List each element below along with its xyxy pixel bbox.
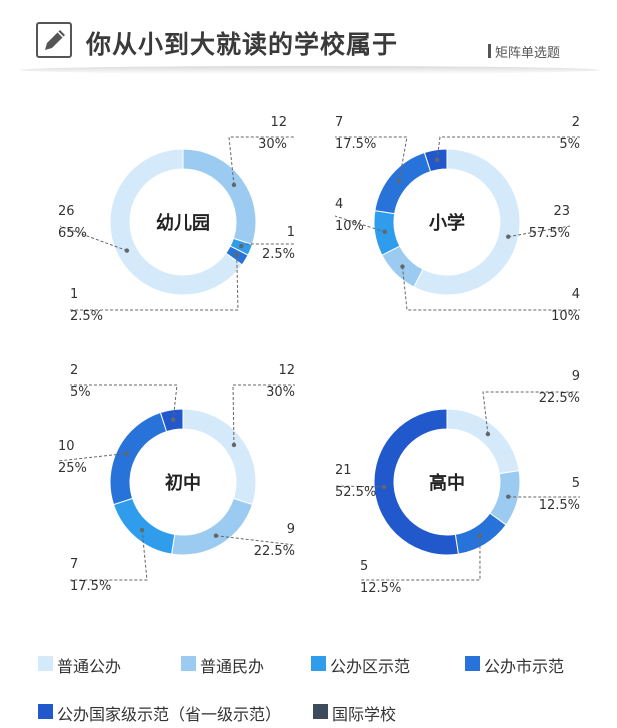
legend-swatch <box>38 656 53 671</box>
legend-swatch <box>465 656 480 671</box>
legend-label: 公办区示范 <box>330 657 411 676</box>
donut-segment <box>413 148 521 296</box>
count-label: 9 <box>287 522 295 537</box>
leader-line <box>228 136 295 186</box>
leader-line <box>70 254 239 311</box>
legend-swatch <box>38 704 53 719</box>
count-label: 4 <box>335 197 343 212</box>
leader-line <box>215 535 296 546</box>
header: 你从小到大就读的学校属于 矩阵单选题 <box>0 0 617 78</box>
legend-swatch <box>181 656 196 671</box>
leader-line <box>334 215 385 233</box>
count-label: 1 <box>287 225 295 240</box>
donut-segment <box>454 512 507 555</box>
donut-segment <box>446 408 520 475</box>
legend-label: 普通民办 <box>200 657 265 676</box>
percent-label: 12.5% <box>539 498 580 513</box>
count-label: 7 <box>335 115 343 130</box>
donut-segment <box>373 210 401 256</box>
percent-label: 52.5% <box>335 485 376 500</box>
count-label: 10 <box>58 439 75 454</box>
chart-title: 小学 <box>429 212 465 234</box>
header-divider <box>20 66 600 74</box>
leader-line <box>57 452 127 462</box>
count-label: 12 <box>270 115 287 130</box>
percent-label: 10% <box>551 309 580 324</box>
percent-label: 22.5% <box>539 391 580 406</box>
percent-label: 12.5% <box>360 581 401 596</box>
count-label: 26 <box>58 204 75 219</box>
leader-dot <box>506 494 511 499</box>
leader-dot <box>434 157 440 162</box>
percent-label: 30% <box>258 137 287 152</box>
count-label: 7 <box>70 557 78 572</box>
count-label: 23 <box>553 204 570 219</box>
page-title: 你从小到大就读的学校属于 <box>86 30 399 59</box>
legend-label: 公办国家级示范（省一级示范） <box>57 705 282 724</box>
legend-swatch <box>313 704 328 719</box>
leader-line <box>70 384 178 420</box>
count-label: 4 <box>572 287 580 302</box>
chart-title: 幼儿园 <box>156 212 210 234</box>
leader-line <box>436 136 580 160</box>
leader-line <box>334 485 385 488</box>
leader-line <box>59 225 128 252</box>
chart-title: 初中 <box>165 472 201 494</box>
legend-label: 公办市示范 <box>484 657 565 676</box>
donut-chart: 幼儿园 12 30% 1 2.5% 1 2.5% 26 65% <box>58 115 295 324</box>
count-label: 2 <box>572 115 580 130</box>
donut-segment <box>374 151 432 215</box>
percent-label: 10% <box>335 219 364 234</box>
donut-segment <box>109 411 168 506</box>
chart-title: 高中 <box>429 472 465 494</box>
donut-chart: 小学 23 57.5% 4 10% 4 10% 7 17.5% 2 5% <box>334 115 580 324</box>
leader-line <box>232 384 295 445</box>
percent-label: 30% <box>266 385 295 400</box>
percent-label: 5% <box>559 137 580 152</box>
donut-segment <box>109 148 243 296</box>
percent-label: 2.5% <box>70 309 103 324</box>
percent-label: 25% <box>58 461 87 476</box>
question-type-tag: 矩阵单选题 <box>495 46 561 61</box>
legend-swatch <box>311 656 326 671</box>
count-label: 21 <box>335 463 352 478</box>
leader-dot <box>124 451 130 456</box>
percent-label: 65% <box>58 226 87 241</box>
percent-label: 5% <box>70 385 91 400</box>
legend-label: 普通公办 <box>57 657 122 676</box>
count-label: 1 <box>70 287 78 302</box>
count-label: 5 <box>572 476 580 491</box>
leader-dot <box>506 234 511 239</box>
edit-icon <box>36 22 72 58</box>
percent-label: 17.5% <box>70 579 111 594</box>
leader-line <box>508 225 571 238</box>
count-label: 2 <box>70 363 78 378</box>
donut-segment <box>171 497 254 556</box>
count-label: 5 <box>360 559 368 574</box>
leader-line <box>70 529 148 581</box>
percent-label: 17.5% <box>335 137 376 152</box>
percent-label: 2.5% <box>262 247 295 262</box>
tag-marker <box>488 44 491 58</box>
donut-chart: 高中 9 22.5% 5 12.5% 5 12.5% 21 52.5% <box>334 369 580 596</box>
count-label: 12 <box>278 363 295 378</box>
legend-label: 国际学校 <box>332 705 397 724</box>
leader-line <box>335 136 408 182</box>
donut-segment <box>373 408 459 556</box>
percent-label: 22.5% <box>254 544 295 559</box>
percent-label: 57.5% <box>529 226 570 241</box>
leader-line <box>482 391 580 435</box>
leader-line <box>241 243 295 247</box>
count-label: 9 <box>572 369 580 384</box>
